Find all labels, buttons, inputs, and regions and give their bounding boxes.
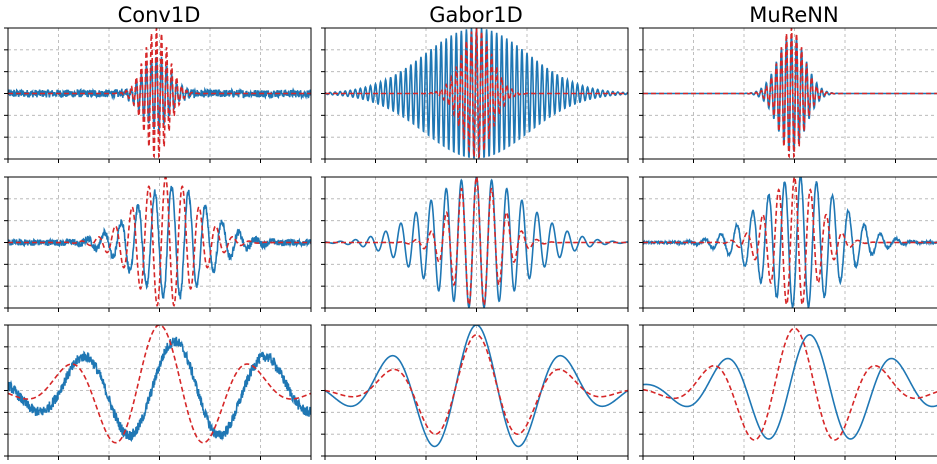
panel-row3-col1 <box>4 325 311 460</box>
tick-marks <box>4 325 311 460</box>
panel-row1-col2 <box>321 28 628 163</box>
column-title-gabor1d: Gabor1D <box>429 3 523 27</box>
series-line-solid-blue <box>643 335 937 439</box>
gridlines <box>8 325 311 456</box>
gridlines <box>325 325 628 456</box>
panel-row1-col1 <box>4 28 311 163</box>
panel-row2-col2 <box>321 177 628 312</box>
column-titles: Conv1D Gabor1D MuReNN <box>118 3 839 27</box>
panel-row2-col1 <box>4 177 311 312</box>
gridlines <box>643 325 937 456</box>
panel-row2-col3 <box>639 177 937 312</box>
panel-row1-col3 <box>639 28 937 163</box>
column-title-conv1d: Conv1D <box>118 3 201 27</box>
series-line-dashed-red <box>8 325 311 443</box>
panel-row3-col2 <box>321 325 628 460</box>
panel-grid <box>4 28 937 460</box>
panel-row3-col3 <box>639 325 937 460</box>
series-line-solid-blue <box>8 337 311 440</box>
column-title-murenn: MuReNN <box>749 3 838 27</box>
